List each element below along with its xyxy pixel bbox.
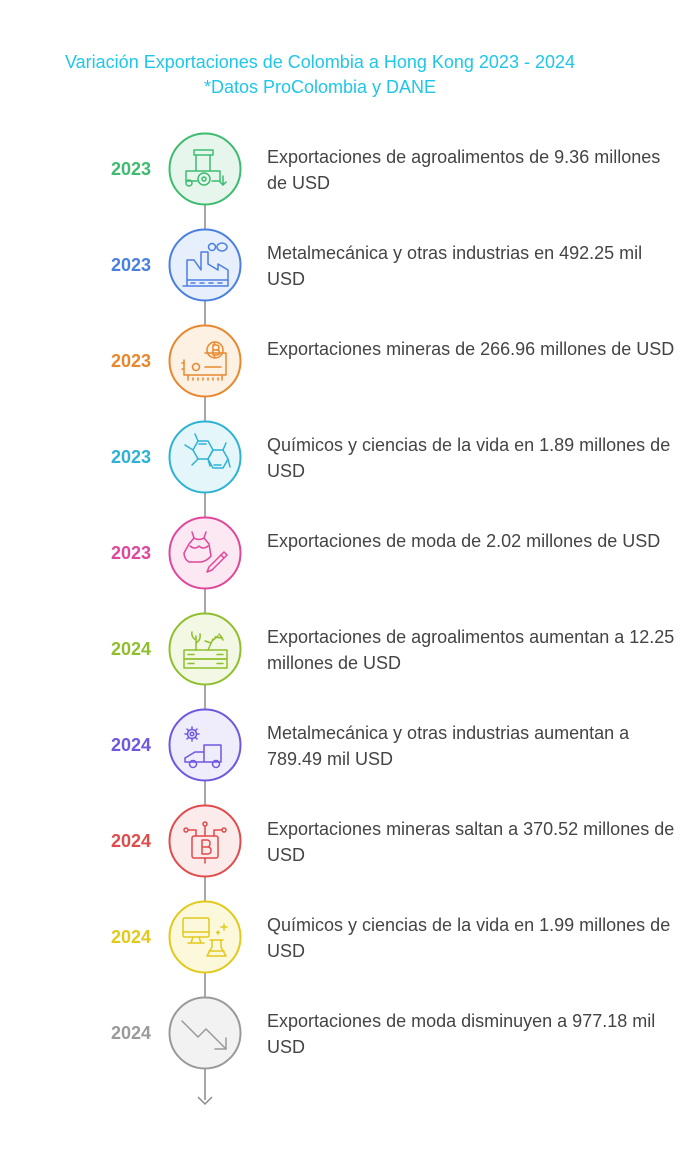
mining-rig-icon: [181, 341, 227, 381]
timeline-node-9: [168, 900, 242, 974]
fashion-design-icon: [183, 531, 228, 573]
item-description: Exportaciones de moda de 2.02 millones d…: [267, 531, 661, 551]
timeline-node-7: [168, 708, 242, 782]
item-description: Exportaciones mineras saltan a 370.52 mi…: [267, 819, 675, 865]
year-label: 2023: [110, 543, 152, 563]
item-description: Exportaciones de moda disminuyen a 977.1…: [267, 1011, 656, 1057]
monitor-flask-icon: [182, 917, 228, 957]
tractor-icon: [185, 149, 227, 187]
year-label: 2024: [110, 735, 152, 755]
gear-truck-icon: [184, 726, 222, 769]
factory-icon: [182, 242, 229, 287]
year-label: 2024: [110, 927, 152, 947]
item-description: Exportaciones mineras de 266.96 millones…: [267, 339, 675, 359]
timeline-node-1: [168, 132, 242, 206]
timeline-node-8: [168, 804, 242, 878]
item-description: Metalmecánica y otras industrias aumenta…: [267, 723, 630, 769]
bitcoin-chip-icon: [183, 821, 227, 864]
timeline-node-2: [168, 228, 242, 302]
year-label: 2023: [110, 351, 152, 371]
item-description: Químicos y ciencias de la vida en 1.89 m…: [267, 435, 671, 481]
item-description: Exportaciones de agroalimentos aumentan …: [267, 627, 675, 673]
year-label: 2023: [110, 159, 152, 179]
item-description: Químicos y ciencias de la vida en 1.99 m…: [267, 915, 671, 961]
item-description: Metalmecánica y otras industrias en 492.…: [267, 243, 643, 289]
trend-down-icon: [181, 1020, 227, 1050]
chart-subtitle: *Datos ProColombia y DANE: [203, 77, 437, 97]
timeline-node-10: [168, 996, 242, 1070]
year-label: 2024: [110, 1023, 152, 1043]
item-description: Exportaciones de agroalimentos de 9.36 m…: [267, 147, 661, 193]
molecule-icon: [184, 433, 231, 469]
year-label: 2023: [110, 255, 152, 275]
year-label: 2023: [110, 447, 152, 467]
sprout-crate-icon: [183, 631, 228, 669]
chart-title: Variación Exportaciones de Colombia a Ho…: [65, 52, 575, 72]
timeline-node-5: [168, 516, 242, 590]
timeline-arrow-icon: [197, 1096, 213, 1106]
timeline-node-3: [168, 324, 242, 398]
timeline-node-6: [168, 612, 242, 686]
year-label: 2024: [110, 639, 152, 659]
year-label: 2024: [110, 831, 152, 851]
timeline-node-4: [168, 420, 242, 494]
